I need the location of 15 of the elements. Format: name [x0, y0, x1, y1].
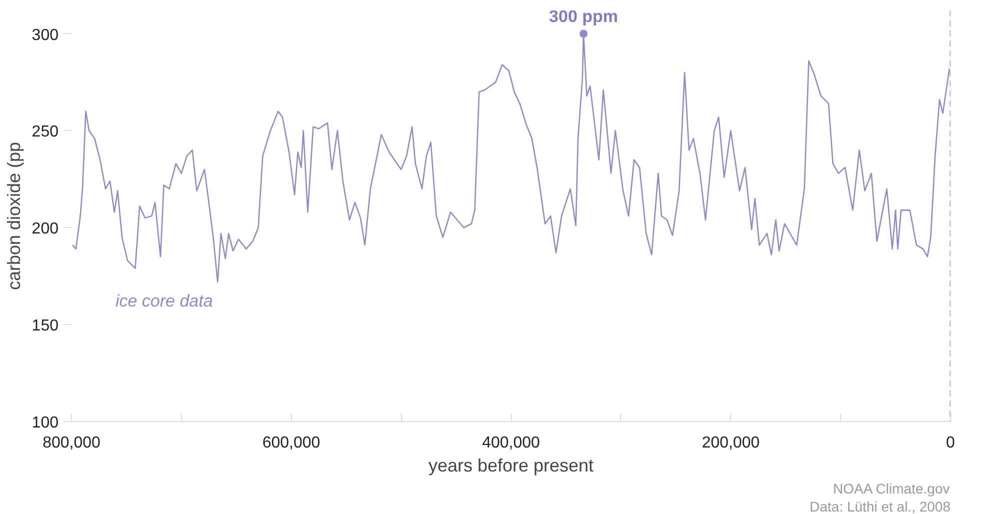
x-tick-label: 400,000: [482, 434, 540, 452]
text: Data: Lüthi et al., 2008: [810, 498, 951, 514]
x-tick-label: 800,000: [42, 434, 101, 452]
y-axis-title: carbon dioxide (pp: [4, 142, 24, 290]
series-label: ice core data: [115, 292, 213, 311]
y-tick-label: 300: [32, 26, 59, 44]
y-tick-label: 250: [32, 124, 59, 141]
x-tick-label: 600,000: [262, 434, 320, 452]
y-tick-label: 100: [32, 414, 59, 432]
y-tick-label: 150: [32, 318, 59, 335]
y-tick-label: 200: [32, 220, 59, 238]
x-tick-label: 200,000: [702, 434, 760, 452]
x-tick-label: 0: [946, 434, 956, 452]
x-axis-title: years before present: [428, 456, 594, 476]
text: NOAA Climate.gov: [833, 480, 950, 496]
